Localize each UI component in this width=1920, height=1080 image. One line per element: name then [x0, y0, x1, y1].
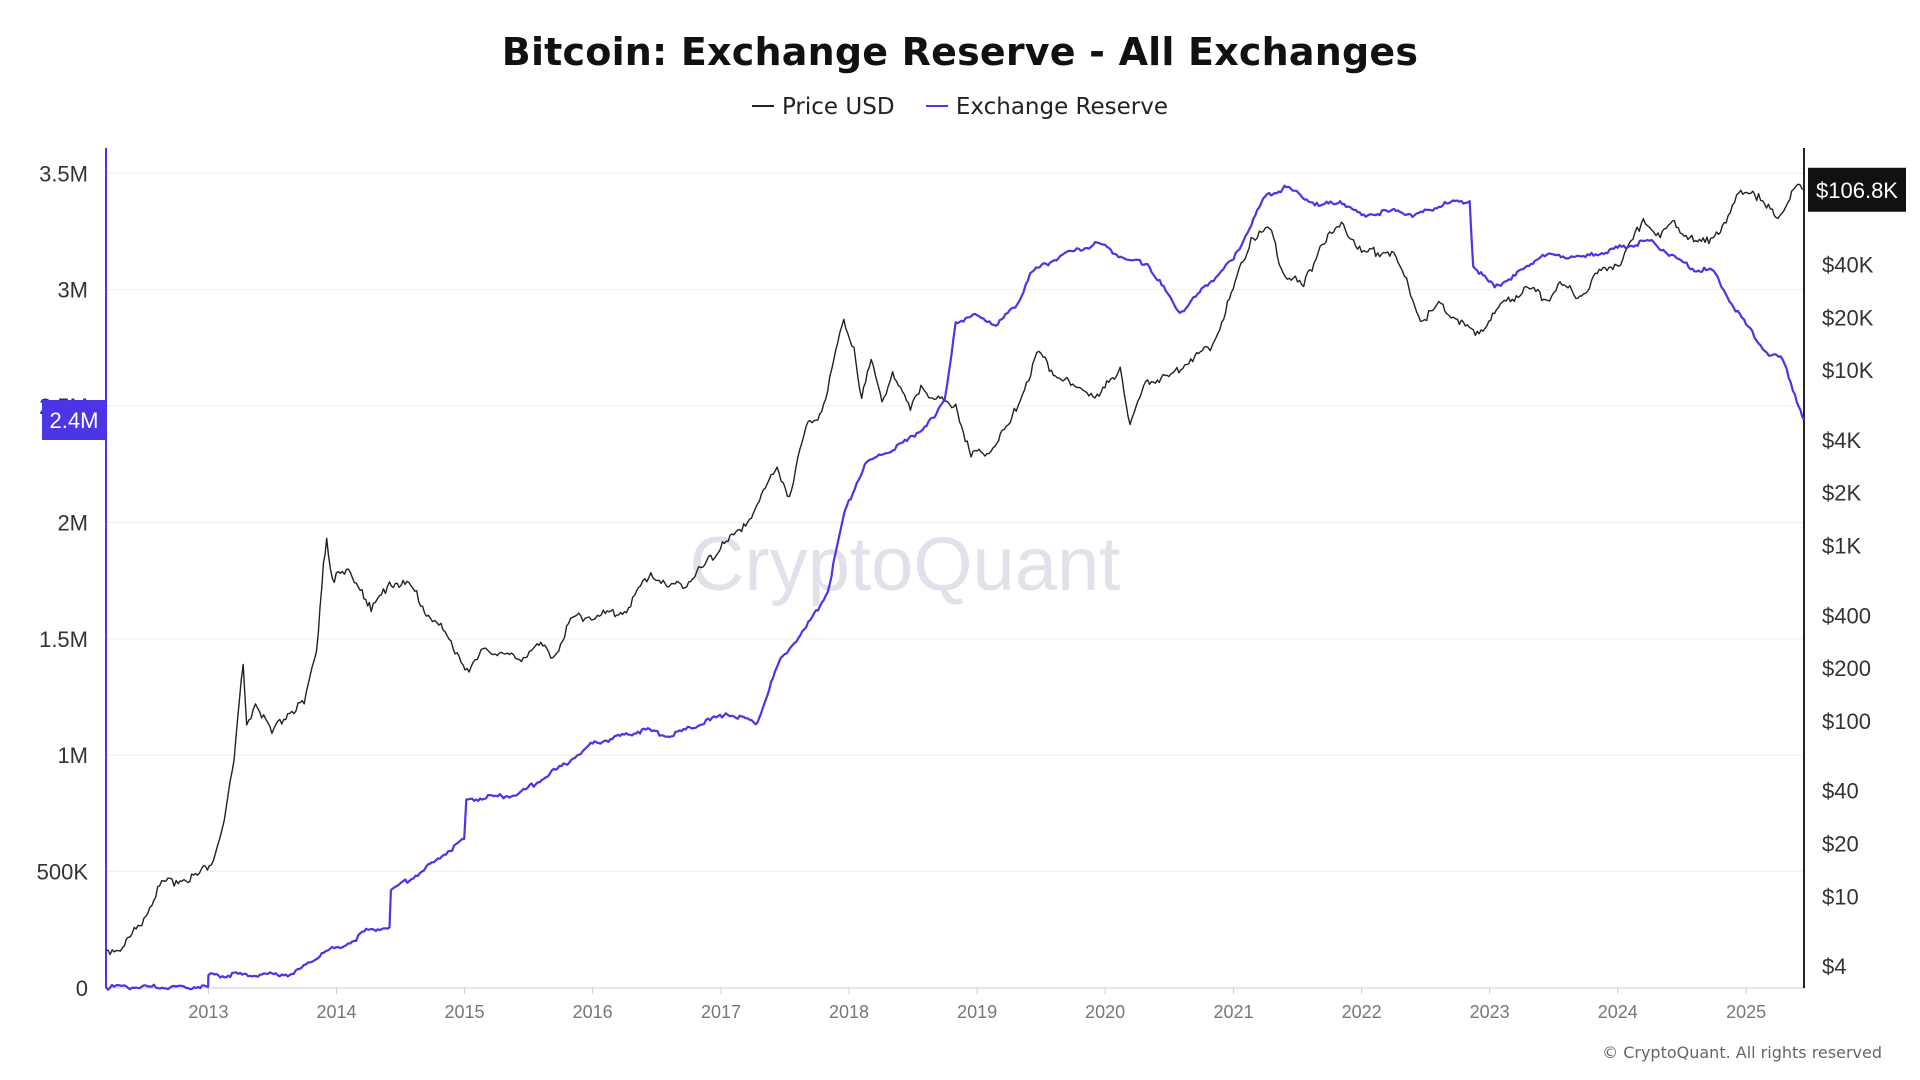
left-tick-label: 0: [76, 976, 88, 1001]
left-tick-label: 3.5M: [39, 161, 88, 186]
left-tick-label: 2M: [57, 510, 88, 535]
right-current-value-label: $106.8K: [1816, 178, 1898, 203]
left-tick-label: 500K: [37, 860, 89, 885]
current-value-badges: 2.4M $106.8K: [42, 167, 1906, 441]
series-lines: [105, 183, 1805, 991]
copyright-notice: © CryptoQuant. All rights reserved: [1602, 1043, 1882, 1062]
x-tick-label: 2022: [1342, 1002, 1382, 1022]
right-tick-label: $4: [1822, 954, 1846, 979]
right-tick-label: $4K: [1822, 428, 1861, 453]
gridlines: [106, 172, 1804, 873]
legend-label-price: Price USD: [781, 94, 895, 120]
left-current-value-label: 2.4M: [50, 408, 99, 433]
legend-item-price[interactable]: Price USD: [751, 94, 895, 120]
left-current-value-badge: [42, 400, 106, 441]
legend-item-reserve[interactable]: Exchange Reserve: [925, 94, 1169, 120]
right-tick-label: $1K: [1822, 534, 1861, 559]
right-current-value-badge: [1808, 167, 1906, 212]
x-tick-label: 2013: [188, 1002, 228, 1022]
x-tick-label: 2020: [1085, 1002, 1125, 1022]
x-tick-label: 2015: [445, 1002, 485, 1022]
axes: [105, 148, 1805, 989]
right-tick-label: $200: [1822, 656, 1871, 681]
x-tick-label: 2023: [1470, 1002, 1510, 1022]
x-tick-label: 2018: [829, 1002, 869, 1022]
left-tick-label: 1M: [57, 743, 88, 768]
right-tick-label: $2K: [1822, 481, 1861, 506]
x-tick-label: 2021: [1214, 1002, 1254, 1022]
watermark: CryptoQuant: [690, 522, 1121, 607]
x-tick-label: 2016: [573, 1002, 613, 1022]
legend-swatch-reserve: [925, 104, 948, 107]
right-tick-label: $40K: [1822, 253, 1874, 278]
right-tick-label: $20: [1822, 832, 1859, 857]
right-tick-label: $20K: [1822, 305, 1874, 330]
right-axis-tick-labels: $4 $10 $20 $40 $100 $200 $400 $1K $2K $4K $10K $20K…: [1822, 253, 1874, 980]
left-tick-label: 3M: [57, 278, 88, 303]
x-tick-label: 2025: [1726, 1002, 1766, 1022]
right-tick-label: $10: [1822, 884, 1859, 909]
right-tick-label: $100: [1822, 709, 1871, 734]
x-tick-label: 2019: [957, 1002, 997, 1022]
legend-label-reserve: Exchange Reserve: [955, 94, 1169, 120]
legend: Price USD Exchange Reserve: [0, 94, 1920, 120]
price-usd-line: [105, 183, 1805, 956]
left-tick-label: 1.5M: [39, 627, 88, 652]
legend-swatch-price: [751, 104, 774, 107]
x-tick-label: 2024: [1598, 1002, 1638, 1022]
right-tick-label: $10K: [1822, 358, 1874, 383]
right-tick-label: $40: [1822, 779, 1859, 804]
exchange-reserve-line: [105, 184, 1805, 991]
chart-title: Bitcoin: Exchange Reserve - All Exchange…: [501, 30, 1419, 74]
x-tick-label: 2014: [316, 1002, 356, 1022]
x-axis-tick-labels: 2013 2014 2015 2016 2017 2018 2019 2020 2021 2022…: [188, 988, 1766, 1022]
x-tick-label: 2017: [701, 1002, 741, 1022]
right-tick-label: $400: [1822, 603, 1871, 628]
